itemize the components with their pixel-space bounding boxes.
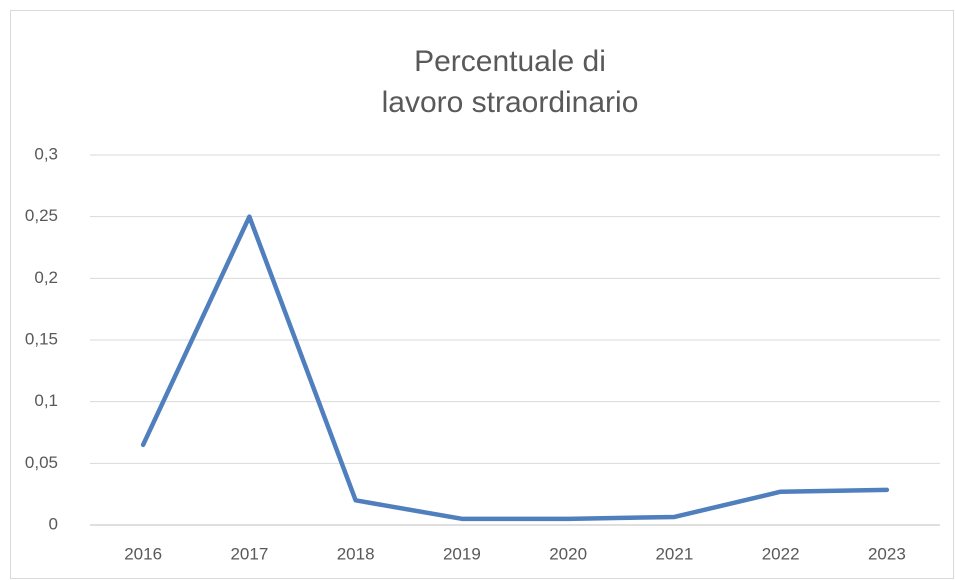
x-tick-label: 2022 — [762, 544, 800, 563]
y-tick-label: 0 — [49, 514, 58, 533]
y-tick-label: 0,3 — [34, 144, 58, 163]
y-tick-label: 0,2 — [34, 268, 58, 287]
x-tick-label: 2020 — [549, 544, 587, 563]
chart-title: lavoro straordinario — [382, 86, 639, 119]
x-tick-label: 2019 — [443, 544, 481, 563]
x-tick-label: 2016 — [124, 544, 162, 563]
x-tick-label: 2018 — [337, 544, 375, 563]
chart-frame — [10, 10, 954, 579]
chart-title: Percentuale di — [414, 45, 606, 78]
data-line — [140, 214, 890, 522]
y-tick-label: 0,1 — [34, 391, 58, 410]
x-tick-label: 2021 — [655, 544, 693, 563]
x-tick-label: 2023 — [868, 544, 906, 563]
y-tick-label: 0,15 — [25, 329, 58, 348]
y-tick-label: 0,05 — [25, 453, 58, 472]
x-tick-label: 2017 — [230, 544, 268, 563]
y-tick-label: 0,25 — [25, 206, 58, 225]
